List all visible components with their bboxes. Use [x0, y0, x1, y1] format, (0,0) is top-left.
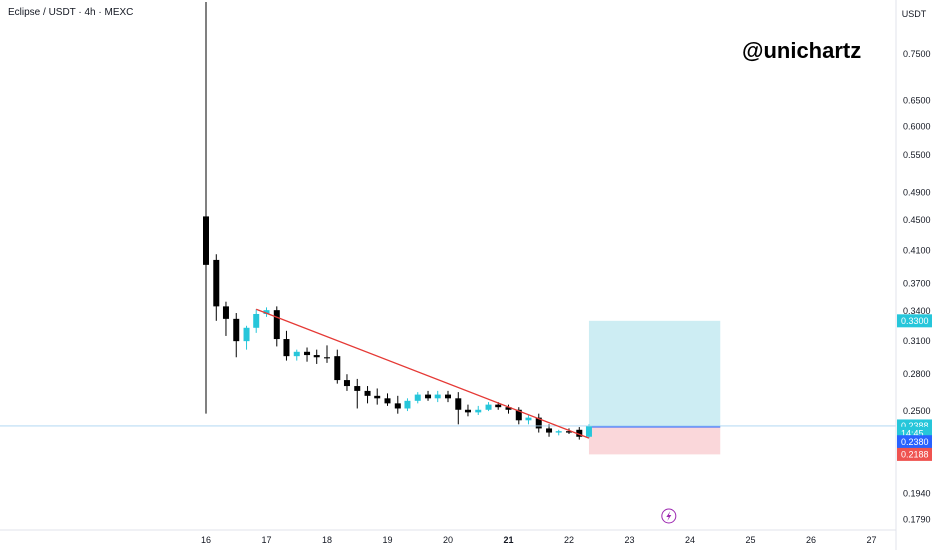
candle-body[interactable] — [464, 409, 471, 413]
price-tick-label: 0.7500 — [903, 49, 931, 59]
time-tick-label: 27 — [866, 535, 876, 545]
candle-body[interactable] — [485, 404, 492, 410]
candle-body[interactable] — [222, 306, 229, 319]
candle-body[interactable] — [535, 417, 542, 429]
price-tick-label: 0.3400 — [903, 306, 931, 316]
candle-body[interactable] — [233, 318, 240, 342]
candle-body[interactable] — [304, 351, 311, 356]
candle-body[interactable] — [334, 356, 341, 381]
candle-body[interactable] — [263, 310, 270, 314]
candle-body[interactable] — [384, 398, 391, 404]
price-badge-label: 0.3300 — [901, 316, 929, 326]
candle-body[interactable] — [213, 259, 220, 307]
watermark-text: @unichartz — [740, 38, 864, 64]
candle-body[interactable] — [414, 394, 421, 401]
candle-body[interactable] — [576, 429, 583, 437]
time-tick-label: 22 — [564, 535, 574, 545]
candle-body[interactable] — [555, 431, 562, 433]
price-badge-entry — [897, 435, 932, 449]
candle-body[interactable] — [515, 409, 522, 421]
overlay-lines — [0, 308, 896, 524]
time-tick-label: 17 — [261, 535, 271, 545]
price-tick-label: 0.6000 — [903, 121, 931, 131]
candle-body[interactable] — [585, 425, 592, 437]
price-tick-label: 0.5500 — [903, 150, 931, 160]
target-zone — [588, 320, 721, 428]
candle-body[interactable] — [455, 398, 462, 410]
candle-body[interactable] — [343, 380, 350, 387]
candle-body[interactable] — [374, 395, 381, 399]
position-tool — [588, 320, 721, 455]
candle-body[interactable] — [525, 417, 532, 421]
time-tick-label: 18 — [322, 535, 332, 545]
time-tick-label: 26 — [806, 535, 816, 545]
time-tick-label: 20 — [443, 535, 453, 545]
candle-body[interactable] — [354, 386, 361, 391]
candle-body[interactable] — [283, 339, 290, 357]
price-badge-label: 0.2380 — [901, 437, 929, 447]
candle-body[interactable] — [445, 394, 451, 399]
price-tick-label: 0.2800 — [903, 369, 931, 379]
price-tick-label: 0.1790 — [903, 515, 931, 525]
time-tick-label: 23 — [624, 535, 634, 545]
price-badge-label: 14:45 — [901, 428, 924, 438]
candle-body[interactable] — [404, 400, 411, 409]
price-tick-label: 0.4900 — [903, 187, 931, 197]
candle-body[interactable] — [364, 390, 371, 396]
candle-body[interactable] — [434, 394, 441, 399]
time-tick-label: 21 — [503, 535, 513, 545]
candle-body[interactable] — [394, 403, 401, 409]
time-tick-label: 16 — [201, 535, 211, 545]
candle-body[interactable] — [273, 310, 280, 340]
candle-body[interactable] — [293, 351, 300, 357]
price-tick-label: 0.6500 — [903, 95, 931, 105]
chart-title: Eclipse / USDT · 4h · MEXC — [8, 7, 134, 18]
candle-body[interactable] — [243, 327, 250, 342]
descending-trendline[interactable] — [255, 308, 590, 439]
candle-body[interactable] — [566, 431, 572, 433]
price-tick-label: 0.3100 — [903, 336, 931, 346]
time-tick-label: 24 — [685, 535, 695, 545]
candle-body[interactable] — [425, 394, 432, 399]
price-tick-label: 0.3700 — [903, 279, 931, 289]
price-tick-label: 0.2500 — [903, 406, 931, 416]
candle-body[interactable] — [313, 355, 320, 358]
time-tick-label: 25 — [745, 535, 755, 545]
candle-body[interactable] — [475, 409, 482, 413]
time-tick-label: 19 — [382, 535, 392, 545]
candlestick-series — [203, 2, 592, 440]
candle-body[interactable] — [505, 407, 512, 410]
price-tick-label: 0.1940 — [903, 488, 931, 498]
price-badge-target — [897, 314, 932, 328]
price-axis-unit: USDT — [902, 9, 927, 19]
candle-body[interactable] — [546, 428, 553, 433]
candle-body[interactable] — [495, 404, 502, 408]
candle-body[interactable] — [253, 313, 260, 328]
candle-body[interactable] — [324, 357, 330, 359]
stop-zone — [588, 427, 721, 455]
price-tick-label: 0.4100 — [903, 245, 931, 255]
candle-body[interactable] — [203, 216, 209, 265]
price-tick-label: 0.4500 — [903, 215, 931, 225]
price-badge-stop — [897, 447, 932, 461]
price-badge-label: 0.2188 — [901, 450, 929, 460]
lightning-glyph — [666, 511, 672, 521]
price-badge-label: 0.2388 — [901, 421, 929, 431]
